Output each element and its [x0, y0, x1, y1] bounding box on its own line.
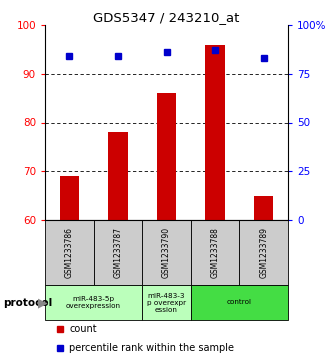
Bar	[254, 196, 273, 220]
Bar	[191, 285, 288, 320]
Bar	[60, 176, 79, 220]
Text: miR-483-3
p overexpr
ession: miR-483-3 p overexpr ession	[147, 293, 186, 313]
Bar	[94, 220, 142, 285]
Text: percentile rank within the sample: percentile rank within the sample	[69, 343, 234, 353]
Text: GSM1233790: GSM1233790	[162, 227, 171, 278]
Bar	[108, 132, 128, 220]
Text: GSM1233788: GSM1233788	[210, 227, 219, 278]
Text: ▶: ▶	[38, 296, 48, 309]
Bar	[45, 220, 94, 285]
Bar	[45, 285, 142, 320]
Text: GSM1233786: GSM1233786	[65, 227, 74, 278]
Bar	[157, 93, 176, 220]
Text: protocol: protocol	[3, 298, 53, 307]
Text: GSM1233789: GSM1233789	[259, 227, 268, 278]
Title: GDS5347 / 243210_at: GDS5347 / 243210_at	[93, 11, 240, 24]
Bar	[191, 220, 239, 285]
Text: control: control	[227, 299, 252, 306]
Text: count: count	[69, 324, 97, 334]
Bar	[239, 220, 288, 285]
Text: miR-483-5p
overexpression: miR-483-5p overexpression	[66, 296, 121, 309]
Bar	[142, 285, 191, 320]
Bar	[142, 220, 191, 285]
Text: GSM1233787: GSM1233787	[114, 227, 123, 278]
Bar	[205, 45, 225, 220]
